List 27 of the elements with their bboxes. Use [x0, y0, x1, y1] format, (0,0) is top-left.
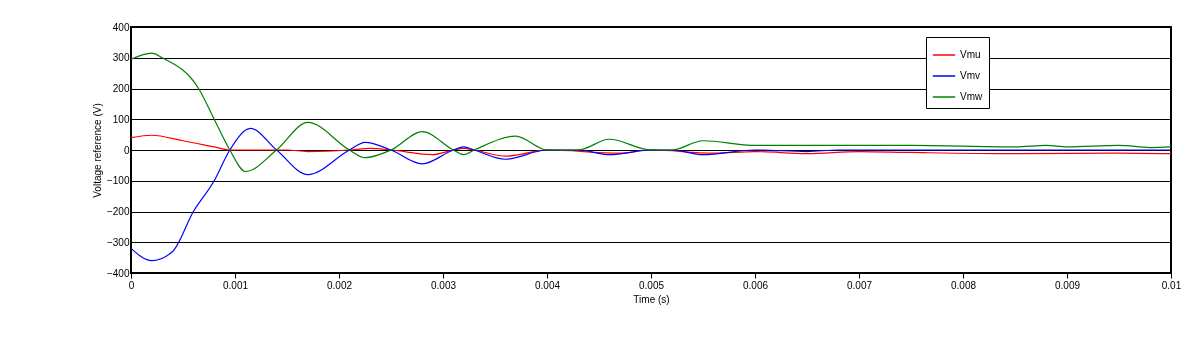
- x-tick-label: 0.01: [1161, 279, 1182, 291]
- y-tick-label: −100: [106, 175, 130, 187]
- x-tick-label: 0.006: [742, 279, 769, 291]
- line-series: [130, 52, 1172, 173]
- y-tick-label: 200: [112, 83, 130, 94]
- legend-label: Vmv: [960, 70, 980, 81]
- x-tick-label: 0.005: [638, 279, 665, 291]
- line-series: [130, 127, 1172, 262]
- x-tick-label: 0.002: [326, 279, 353, 291]
- y-tick-label: −200: [106, 206, 130, 217]
- y-tick-label: −400: [106, 267, 130, 279]
- y-axis-title: Voltage reference (V): [91, 103, 103, 198]
- legend-label: Vmw: [960, 91, 983, 102]
- y-tick-label: 300: [112, 52, 130, 64]
- y-tick-label: 0: [123, 144, 130, 156]
- legend-label: Vmu: [960, 49, 981, 60]
- y-tick-label: −300: [106, 236, 130, 248]
- x-tick-label: 0.003: [430, 279, 457, 291]
- x-axis-title: Time (s): [633, 293, 670, 305]
- y-tick-label: 100: [112, 113, 130, 125]
- x-tick-label: 0.008: [950, 279, 977, 291]
- x-tick-label: 0.009: [1054, 279, 1081, 291]
- x-tick-label: 0.007: [846, 279, 873, 291]
- line-series: [130, 134, 1172, 157]
- x-tick-label: 0.001: [222, 279, 249, 291]
- y-tick-label: 400: [112, 21, 130, 33]
- x-tick-label: 0.004: [534, 279, 561, 291]
